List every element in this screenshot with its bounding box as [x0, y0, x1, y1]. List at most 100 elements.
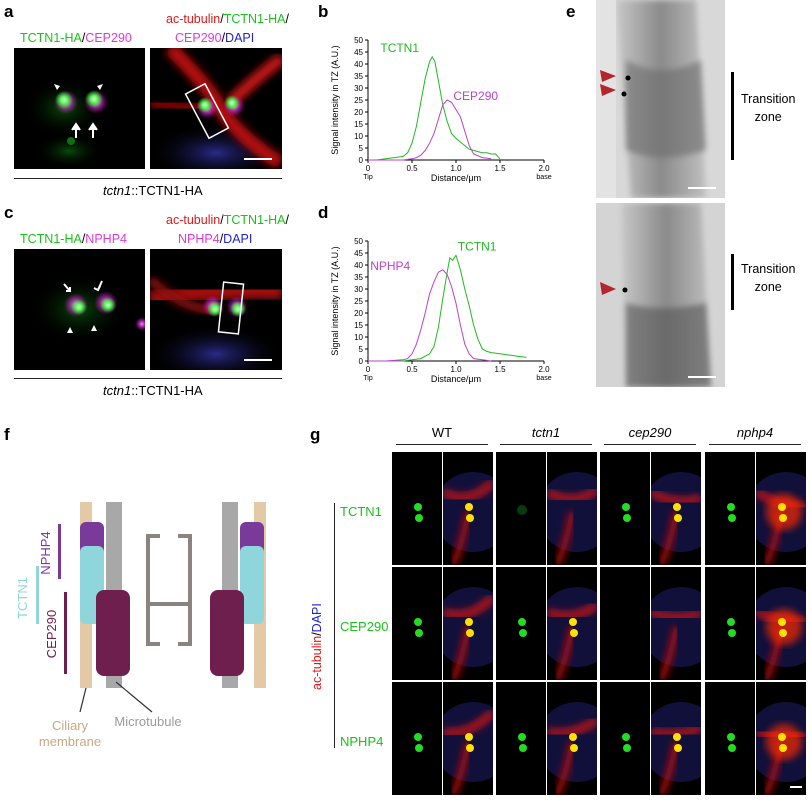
- em-image-top: [596, 0, 725, 198]
- column-underline: [396, 444, 488, 445]
- panel-label-a: a: [4, 2, 14, 21]
- x-tick-label: 0.5: [406, 365, 418, 374]
- y-tick-label: 35: [354, 273, 363, 282]
- series-label-cep290: CEP290: [453, 89, 498, 103]
- x-tick-label: 1.5: [494, 164, 506, 173]
- panel-label-e: e: [566, 2, 576, 21]
- cep290-block-left: [96, 590, 130, 676]
- y-tick-label: 15: [354, 321, 363, 330]
- panel-a-right-label-2: CEP290/DAPI: [175, 31, 255, 45]
- y-tick-label: 40: [354, 261, 363, 270]
- tctn1-block-right: [240, 546, 264, 624]
- x-end-label-tip: Tip: [363, 375, 373, 382]
- y-tick-label: 10: [354, 132, 363, 141]
- micrograph-nphp4-nphp4-green: [705, 682, 755, 795]
- x-tick-label: 1.5: [494, 365, 506, 374]
- tz-model-diagram: NPHP4 TCTN1 CEP290 Ciliary membrane Micr…: [15, 502, 266, 749]
- y-tick-label: 30: [354, 84, 363, 93]
- em-image-bottom: [596, 203, 725, 387]
- roi-box: [184, 82, 230, 140]
- roi-box: [217, 281, 245, 335]
- panel-c-right-svg: [150, 275, 282, 370]
- arrow-icon: [88, 122, 98, 138]
- tz-bar-bottom: [731, 254, 734, 310]
- x-tick-label: 2.0: [538, 365, 550, 374]
- micrograph-cep290-cep290-green: [600, 567, 650, 680]
- panel-a-left-svg: [24, 78, 108, 169]
- em-top-svg: [596, 0, 725, 198]
- column-header-tctn1: tctn1: [531, 425, 561, 440]
- micrograph-cep290-nphp4-merge: [756, 567, 806, 680]
- x-tick-label: 0.5: [406, 164, 418, 173]
- arrowhead-icon: [54, 84, 60, 90]
- arrow-icon: [63, 283, 71, 292]
- micrograph-nphp4-wt-green: [392, 682, 442, 795]
- panel-a-right-label-1: ac-tubulin/TCTN1-HA/: [166, 12, 289, 26]
- series-label-tctn1: TCTN1: [380, 41, 419, 55]
- panel-c-left-svg: [29, 274, 145, 344]
- y-tick-label: 25: [354, 96, 363, 105]
- series-line-tctn1: [368, 55, 501, 161]
- micrograph-cep290-wt-merge: [443, 567, 493, 680]
- arrowhead-icon: [91, 325, 97, 331]
- x-tick-label: 1.0: [450, 164, 462, 173]
- panel-c-divider: [14, 378, 282, 379]
- y-tick-label: 35: [354, 72, 363, 81]
- y-tick-label: 0: [359, 357, 364, 366]
- y-tick-label: 20: [354, 108, 363, 117]
- panel-g-row-bracket: [334, 503, 335, 748]
- panel-a-divider: [14, 178, 282, 179]
- micrograph-tctn1-tctn1-green: [496, 452, 546, 565]
- y-tick-label: 5: [359, 345, 364, 354]
- tctn1-bracket: [36, 566, 39, 624]
- x-tick-label: 0: [366, 365, 371, 374]
- series-line-nphp4: [368, 269, 492, 362]
- x-tick-label: 1.0: [450, 365, 462, 374]
- arrowhead-icon: [600, 282, 616, 295]
- arrow-icon: [71, 122, 81, 138]
- micrograph-tctn1-wt-merge: [443, 452, 493, 565]
- y-axis-label: Signal intensity in TZ (A.U.): [330, 45, 340, 154]
- micrograph-nphp4-tctn1-merge: [547, 682, 597, 795]
- nphp4-label: NPHP4: [38, 531, 53, 574]
- row-label-tctn1: TCTN1: [340, 504, 382, 519]
- y-tick-label: 40: [354, 60, 363, 69]
- x-axis-label: Distance/μm: [431, 173, 481, 183]
- cep290-block-right: [210, 590, 244, 676]
- x-end-label-base: base: [536, 174, 551, 181]
- row-label-nphp4: NPHP4: [340, 734, 384, 749]
- y-tick-label: 45: [354, 48, 363, 57]
- column-underline: [500, 444, 592, 445]
- panel-label-c: c: [4, 203, 14, 222]
- panel-c-left-label: TCTN1-HA/NPHP4: [20, 232, 127, 246]
- y-tick-label: 30: [354, 285, 363, 294]
- ciliary-membrane-label: Ciliary: [52, 718, 89, 733]
- column-underline: [604, 444, 696, 445]
- micrograph-cep290-nphp4-green: [705, 567, 755, 680]
- em-bottom-svg: [596, 203, 725, 387]
- y-tick-label: 45: [354, 249, 363, 258]
- micrograph-nphp4-tctn1-green: [496, 682, 546, 795]
- y-tick-label: 50: [354, 36, 363, 45]
- micrograph-nphp4-wt-merge: [443, 682, 493, 795]
- column-header-wt: WT: [431, 425, 453, 440]
- y-tick-label: 15: [354, 120, 363, 129]
- panel-a-right-svg: [150, 48, 282, 169]
- row-label-cep290: CEP290: [340, 619, 389, 634]
- nphp4-bracket: [58, 524, 61, 579]
- y-tick-label: 25: [354, 297, 363, 306]
- column-header-nphp4: nphp4: [736, 425, 774, 440]
- micrograph-tctn1-wt-green: [392, 452, 442, 565]
- arrow-icon: [93, 280, 103, 292]
- panel-a-left-label: TCTN1-HA/CEP290: [20, 31, 132, 45]
- y-tick-label: 0: [359, 156, 364, 165]
- h-structure: [146, 534, 150, 646]
- micrograph-nphp4-cep290-merge: [651, 682, 701, 795]
- arrowhead-icon: [600, 70, 616, 82]
- column-header-cep290: cep290: [628, 425, 672, 440]
- panel-label-d: d: [318, 203, 329, 222]
- tz-label-top: Transition zone: [741, 92, 796, 124]
- x-axis-label: Distance/μm: [431, 374, 481, 384]
